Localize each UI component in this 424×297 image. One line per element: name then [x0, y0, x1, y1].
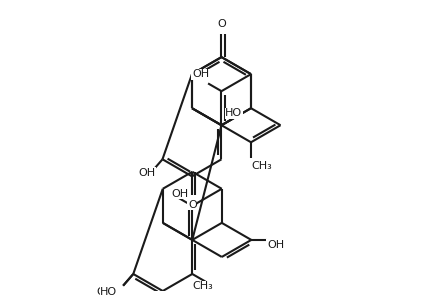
Text: HO: HO: [225, 108, 243, 118]
Text: OH: OH: [171, 189, 189, 199]
Text: O: O: [217, 19, 226, 29]
Text: CH₃: CH₃: [192, 281, 213, 291]
Text: CH₃: CH₃: [251, 161, 272, 171]
Text: CH₃: CH₃: [97, 287, 117, 297]
Text: O: O: [188, 200, 197, 210]
Text: HO: HO: [100, 287, 117, 297]
Text: OH: OH: [138, 168, 155, 178]
Text: OH: OH: [192, 69, 209, 79]
Text: OH: OH: [267, 240, 284, 250]
